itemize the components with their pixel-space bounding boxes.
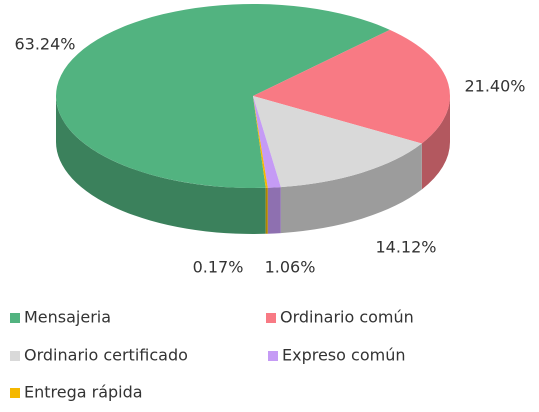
legend-swatch: [10, 313, 20, 323]
pie-wall: [265, 187, 268, 234]
data-label: 1.06%: [265, 258, 316, 277]
data-label: 21.40%: [464, 77, 525, 96]
pie-wall: [280, 143, 422, 234]
pie-slice: [253, 96, 268, 188]
legend-label: Mensajeria: [24, 308, 111, 327]
legend-label: Ordinario certificado: [24, 346, 188, 365]
pie-slice: [253, 96, 422, 188]
pie-wall: [421, 96, 450, 190]
legend-swatch: [268, 351, 278, 361]
data-label: 0.17%: [193, 258, 244, 277]
data-label: 14.12%: [375, 238, 436, 257]
pie-slice: [253, 29, 451, 144]
legend-swatch: [10, 388, 20, 398]
pie-wall: [267, 187, 281, 234]
legend-label: Entrega rápida: [24, 383, 143, 402]
data-label: 63.24%: [14, 35, 75, 54]
legend-swatch: [266, 313, 276, 323]
legend-label: Expreso común: [282, 346, 405, 365]
legend-label: Ordinario común: [280, 308, 414, 327]
pie-slice: [253, 96, 281, 188]
pie-slice: [55, 4, 390, 189]
pie-wall: [55, 96, 266, 234]
legend-swatch: [10, 351, 20, 361]
